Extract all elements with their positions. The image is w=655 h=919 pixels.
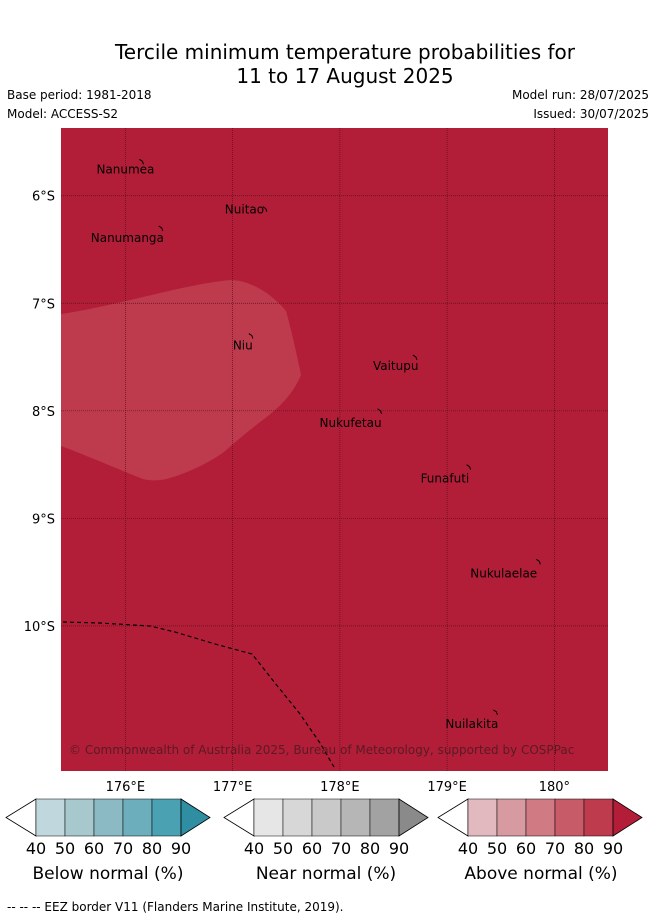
colorbar-segment [525, 798, 556, 837]
colorbar-segment [35, 798, 66, 837]
issued-date: Issued: 30/07/2025 [533, 107, 649, 121]
colorbar-tick-label: 40 [26, 839, 46, 858]
lat-label: 8°S [32, 405, 55, 420]
probability-region [61, 280, 301, 481]
lon-label: 177°E [213, 780, 253, 795]
colorbar-tick-label: 90 [389, 839, 409, 858]
colorbar-low-extension [5, 798, 37, 837]
island-label: Nuilakita [445, 717, 498, 731]
island-shape [377, 408, 383, 414]
longitude-labels: 176°E 177°E 178°E 179°E 180° [106, 780, 570, 795]
island-shape [248, 333, 254, 339]
latitude-labels: 6°S 7°S 8°S 9°S 10°S [24, 190, 55, 635]
lon-label: 180° [539, 780, 570, 795]
colorbar-tick-label: 70 [331, 839, 351, 858]
lat-label: 6°S [32, 190, 55, 205]
island-label: Nuitao [225, 203, 264, 217]
colorbar-segment [583, 798, 614, 837]
colorbar-segment [369, 798, 400, 837]
lon-label: 178°E [320, 780, 360, 795]
islands: Nanumea Nuitao Nanumanga Niu Vaitupu Nukufeta… [91, 158, 541, 731]
colorbar-segment [122, 798, 153, 837]
island-shape [536, 558, 541, 565]
title-line-2: 11 to 17 August 2025 [236, 64, 454, 88]
island-label: Nanumanga [91, 231, 164, 245]
colorbar-tick-label: 40 [458, 839, 478, 858]
above-normal-label: Above normal (%) [464, 864, 618, 884]
island-shape [139, 158, 144, 165]
near-normal-label: Near normal (%) [255, 864, 397, 884]
lat-label: 9°S [32, 512, 55, 527]
colorbar-segment [253, 798, 284, 837]
colorbars: 40 50 60 70 80 90 40 50 60 70 80 90 40 50 60 70 80 90 [5, 798, 643, 858]
colorbar-segment [340, 798, 371, 837]
island-shape [466, 464, 472, 470]
island-label: Vaitupu [373, 359, 419, 373]
title-line-1: Tercile minimum temperature probabilitie… [114, 40, 576, 64]
colorbar: 40 50 60 70 80 90 [5, 798, 211, 858]
colorbar-tick-label: 50 [487, 839, 507, 858]
island-label: Funafuti [421, 472, 470, 486]
map-title: Tercile minimum temperature probabilitie… [0, 40, 655, 88]
colorbar: 40 50 60 70 80 90 [223, 798, 429, 858]
lat-label: 10°S [24, 620, 55, 635]
colorbar-segment [282, 798, 313, 837]
colorbar-segment [93, 798, 124, 837]
colorbar-tick-label: 60 [302, 839, 322, 858]
lat-label: 7°S [32, 297, 55, 312]
colorbar-tick-label: 60 [516, 839, 536, 858]
island-label: Nanumea [96, 162, 154, 176]
colorbar-segment [496, 798, 527, 837]
colorbar-tick-label: 90 [603, 839, 623, 858]
island-shape [493, 709, 498, 716]
lon-label: 176°E [106, 780, 146, 795]
colorbar-segment [311, 798, 342, 837]
model-name: Model: ACCESS-S2 [7, 107, 119, 121]
model-run: Model run: 28/07/2025 [511, 88, 649, 102]
colorbar-tick-label: 50 [55, 839, 75, 858]
island-label: Niu [233, 339, 253, 353]
eez-border [62, 621, 335, 768]
eez-legend-note: -- -- -- EEZ border V11 (Flanders Marine… [7, 900, 344, 914]
colorbar-high-extension [612, 798, 643, 837]
copyright-notice: © Commonwealth of Australia 2025, Bureau… [69, 743, 574, 757]
colorbar-segment [151, 798, 182, 837]
colorbar-low-extension [437, 798, 469, 837]
colorbar-segment [64, 798, 95, 837]
colorbar-high-extension [398, 798, 429, 837]
colorbar-segment [467, 798, 498, 837]
below-normal-label: Below normal (%) [32, 864, 184, 884]
island-label: Nukufetau [320, 416, 382, 430]
colorbar-tick-label: 80 [574, 839, 594, 858]
island-shape [262, 206, 268, 212]
island-shape [412, 354, 418, 361]
colorbar-tick-label: 40 [244, 839, 264, 858]
base-period: Base period: 1981-2018 [7, 88, 152, 102]
colorbar-tick-label: 50 [273, 839, 293, 858]
colorbar-tick-label: 80 [360, 839, 380, 858]
colorbar-tick-label: 70 [113, 839, 133, 858]
colorbar-tick-label: 80 [142, 839, 162, 858]
colorbar-high-extension [180, 798, 211, 837]
colorbar: 40 50 60 70 80 90 [437, 798, 643, 858]
lon-label: 179°E [427, 780, 467, 795]
colorbar-tick-label: 90 [171, 839, 191, 858]
colorbar-segment [554, 798, 585, 837]
island-label: Nukulaelae [470, 566, 537, 580]
island-shape [158, 225, 164, 232]
colorbar-tick-label: 70 [545, 839, 565, 858]
colorbar-tick-label: 60 [84, 839, 104, 858]
colorbar-low-extension [223, 798, 255, 837]
